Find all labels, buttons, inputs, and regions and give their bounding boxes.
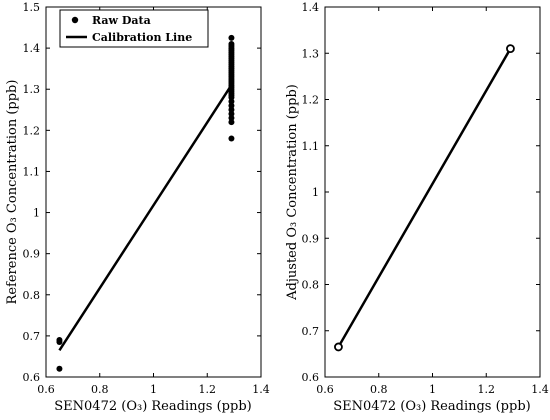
raw-data-point (228, 88, 235, 95)
y-tick-label: 1.5 (23, 1, 41, 14)
raw-data-point (228, 106, 235, 113)
raw-data-point (228, 115, 235, 121)
x-tick-label: 1.2 (199, 383, 217, 396)
raw-data-point (228, 135, 235, 142)
raw-data-point (56, 337, 63, 343)
y-tick-label: 0.9 (302, 232, 320, 245)
legend: Raw Data Calibration Line (59, 9, 209, 48)
raw-data-point (228, 98, 235, 105)
y-tick-label: 0.8 (302, 279, 320, 292)
adjusted-data-point (334, 342, 343, 352)
legend-raw-data-marker (71, 16, 79, 24)
raw-data-point (228, 75, 235, 82)
legend-raw-data-label: Raw Data (92, 14, 151, 27)
x-tick-label: 0.8 (370, 383, 388, 396)
adjusted-line (337, 48, 512, 348)
y-tick-label: 0.6 (23, 371, 41, 384)
raw-data-point (228, 41, 235, 47)
left-chart-panel: 0.6 0.8 1 1.2 1.4 0.6 0.7 0.8 0.9 1 1.1 1.2 1.3 1.4 1… (5, 1, 270, 414)
y-tick-label: 1.1 (302, 140, 320, 153)
y-tick-label: 1.3 (302, 47, 320, 60)
raw-data-point (228, 119, 235, 126)
right-plot-frame (324, 6, 541, 378)
y-tick-label: 1 (33, 207, 40, 220)
right-y-axis-label: Adjusted O₃ Concentration (ppb) (285, 84, 300, 301)
left-x-axis-label: SEN0472 (O₃) Readings (ppb) (54, 399, 251, 414)
x-tick-label: 1.4 (252, 383, 270, 396)
legend-box (59, 9, 209, 48)
raw-data-point (228, 34, 235, 41)
y-tick-label: 0.7 (302, 325, 320, 338)
adjusted-data-point (506, 44, 515, 54)
raw-data-point (228, 80, 235, 87)
y-tick-label: 1.3 (23, 83, 41, 96)
y-tick-label: 1.2 (302, 94, 320, 107)
y-tick-label: 1.4 (302, 1, 320, 14)
y-tick-label: 1 (312, 186, 319, 199)
y-tick-label: 0.9 (23, 248, 41, 261)
y-tick-label: 1.4 (23, 42, 41, 55)
raw-data-point (228, 102, 235, 109)
x-tick-label: 0.6 (37, 383, 55, 396)
raw-data-point (228, 110, 235, 117)
y-tick-label: 0.6 (302, 371, 320, 384)
x-tick-label: 1.4 (531, 383, 549, 396)
x-tick-label: 0.6 (316, 383, 334, 396)
y-tick-label: 1.1 (23, 165, 41, 178)
x-tick-label: 1 (150, 383, 157, 396)
right-chart-panel: 0.6 0.8 1 1.2 1.4 0.60.70.80.911.11.21.31.4 … (285, 1, 549, 414)
legend-calibration-line-label: Calibration Line (92, 31, 192, 44)
x-tick-label: 1.2 (478, 383, 496, 396)
y-tick-label: 0.8 (23, 289, 41, 302)
y-tick-label: 0.7 (23, 330, 41, 343)
right-x-axis-label: SEN0472 (O₃) Readings (ppb) (333, 399, 530, 414)
raw-data-point (228, 92, 235, 99)
left-y-axis-label: Reference O₃ Concentration (ppb) (5, 80, 20, 305)
calibration-line (58, 84, 233, 351)
x-tick-label: 1 (429, 383, 436, 396)
raw-data-point (56, 365, 63, 372)
y-tick-label: 1.2 (23, 124, 41, 137)
x-tick-label: 0.8 (91, 383, 109, 396)
